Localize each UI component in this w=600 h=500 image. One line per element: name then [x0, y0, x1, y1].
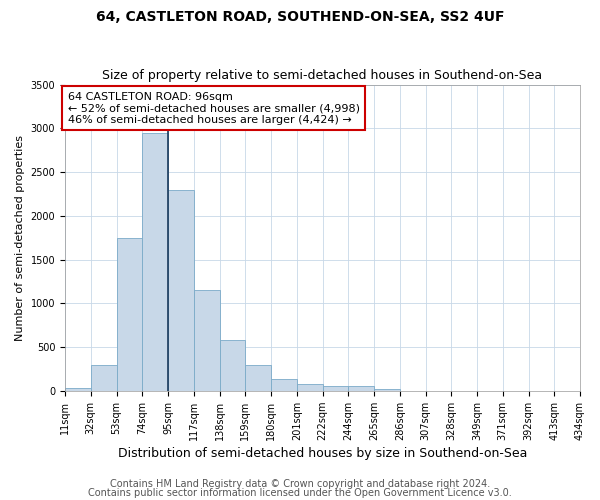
Y-axis label: Number of semi-detached properties: Number of semi-detached properties: [15, 134, 25, 340]
Text: 64 CASTLETON ROAD: 96sqm
← 52% of semi-detached houses are smaller (4,998)
46% o: 64 CASTLETON ROAD: 96sqm ← 52% of semi-d…: [68, 92, 359, 125]
Title: Size of property relative to semi-detached houses in Southend-on-Sea: Size of property relative to semi-detach…: [103, 69, 542, 82]
Text: Contains HM Land Registry data © Crown copyright and database right 2024.: Contains HM Land Registry data © Crown c…: [110, 479, 490, 489]
Bar: [194, 290, 220, 391]
Text: 64, CASTLETON ROAD, SOUTHEND-ON-SEA, SS2 4UF: 64, CASTLETON ROAD, SOUTHEND-ON-SEA, SS2…: [96, 10, 504, 24]
Bar: [245, 365, 271, 391]
Bar: [271, 380, 297, 391]
Text: Contains public sector information licensed under the Open Government Licence v3: Contains public sector information licen…: [88, 488, 512, 498]
Bar: [65, 388, 91, 391]
Bar: [168, 190, 194, 391]
Bar: [374, 389, 400, 391]
Bar: [348, 386, 374, 391]
Bar: [91, 364, 116, 391]
Bar: [297, 384, 323, 391]
Bar: [142, 132, 168, 391]
X-axis label: Distribution of semi-detached houses by size in Southend-on-Sea: Distribution of semi-detached houses by …: [118, 447, 527, 460]
Bar: [323, 386, 348, 391]
Bar: [220, 340, 245, 391]
Bar: [116, 238, 142, 391]
